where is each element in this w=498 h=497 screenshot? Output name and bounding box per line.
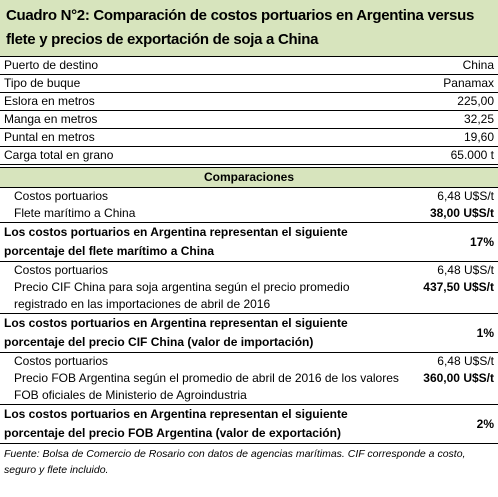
spec-label: Tipo de buque bbox=[4, 76, 81, 90]
conclusion: Los costos portuarios en Argentina repre… bbox=[0, 404, 498, 443]
row: Precio FOB Argentina según el promedio d… bbox=[0, 370, 498, 404]
row: Costos portuarios 6,48 U$S/t bbox=[0, 188, 498, 205]
spec-row: Tipo de buque Panamax bbox=[0, 74, 498, 92]
spec-label: Puntal en metros bbox=[4, 130, 95, 144]
row-value: 6,48 U$S/t bbox=[437, 189, 494, 203]
spec-label: Eslora en metros bbox=[4, 94, 95, 108]
conclusion: Los costos portuarios en Argentina repre… bbox=[0, 313, 498, 352]
spec-row: Carga total en grano 65.000 t bbox=[0, 146, 498, 164]
row-label: Costos portuarios bbox=[14, 189, 109, 203]
spec-row: Puntal en metros 19,60 bbox=[0, 128, 498, 146]
spec-row: Manga en metros 32,25 bbox=[0, 110, 498, 128]
conclusion-label: Los costos portuarios en Argentina repre… bbox=[4, 225, 348, 258]
row-label: Precio FOB Argentina según el promedio d… bbox=[14, 371, 399, 402]
row-label: Flete marítimo a China bbox=[14, 206, 136, 220]
spec-value: China bbox=[462, 58, 494, 72]
row: Flete marítimo a China 38,00 U$S/t bbox=[0, 205, 498, 222]
comparisons-header: Comparaciones bbox=[0, 167, 498, 188]
row: Costos portuarios 6,48 U$S/t bbox=[0, 262, 498, 279]
spec-label: Manga en metros bbox=[4, 112, 98, 126]
spec-label: Puerto de destino bbox=[4, 58, 99, 72]
spec-label: Carga total en grano bbox=[4, 148, 114, 162]
spec-value: 225,00 bbox=[457, 94, 494, 108]
row-label: Precio CIF China para soja argentina seg… bbox=[14, 280, 350, 311]
spec-value: Panamax bbox=[443, 76, 494, 90]
conclusion-value: 17% bbox=[469, 234, 494, 249]
row: Precio CIF China para soja argentina seg… bbox=[0, 279, 498, 313]
conclusion-label: Los costos portuarios en Argentina repre… bbox=[4, 316, 348, 349]
row-label: Costos portuarios bbox=[14, 263, 109, 277]
footer: Fuente: Bolsa de Comercio de Rosario con… bbox=[4, 448, 466, 476]
spec-value: 65.000 t bbox=[450, 148, 494, 162]
row-value: 6,48 U$S/t bbox=[437, 263, 494, 277]
section: Costos portuarios 6,48 U$S/t Precio FOB A… bbox=[0, 353, 498, 444]
row-value: 437,50 U$S/t bbox=[423, 280, 494, 294]
row-label: Costos portuarios bbox=[14, 354, 109, 368]
row: Costos portuarios 6,48 U$S/t bbox=[0, 353, 498, 370]
spec-value: 19,60 bbox=[463, 130, 494, 144]
spec-row: Puerto de destino China bbox=[0, 56, 498, 74]
section: Costos portuarios 6,48 U$S/t Flete maríti… bbox=[0, 188, 498, 262]
conclusion-value: 2% bbox=[476, 416, 494, 431]
title: Cuadro N°2: Comparación de costos portua… bbox=[0, 0, 498, 56]
conclusion: Los costos portuarios en Argentina repre… bbox=[0, 222, 498, 261]
section: Costos portuarios 6,48 U$S/t Precio CIF C… bbox=[0, 262, 498, 353]
specs: Puerto de destino China Tipo de buque Pana… bbox=[0, 56, 498, 165]
conclusion-value: 1% bbox=[476, 325, 494, 340]
spec-row: Eslora en metros 225,00 bbox=[0, 92, 498, 110]
row-value: 6,48 U$S/t bbox=[437, 354, 494, 368]
row-value: 360,00 U$S/t bbox=[423, 371, 494, 385]
row-value: 38,00 U$S/t bbox=[429, 206, 494, 220]
spec-value: 32,25 bbox=[463, 112, 494, 126]
conclusion-label: Los costos portuarios en Argentina repre… bbox=[4, 407, 348, 440]
